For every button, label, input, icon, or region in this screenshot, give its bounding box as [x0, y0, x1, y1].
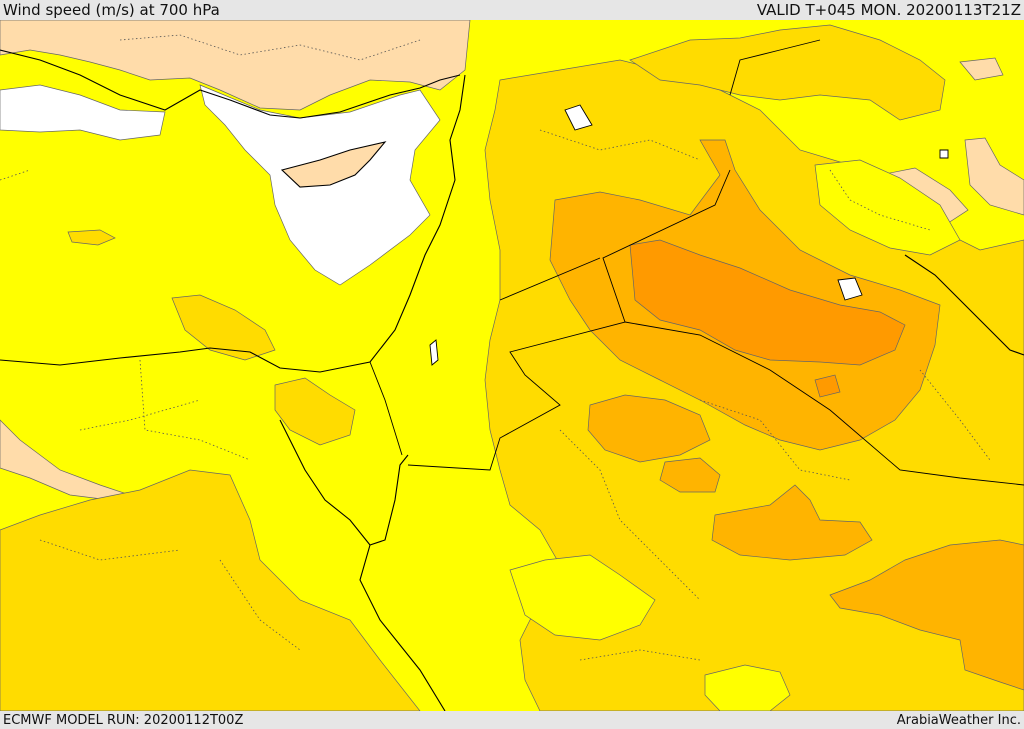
- field-strong-blob4: [829, 539, 1024, 691]
- coastline-gulf: [904, 254, 1024, 356]
- model-run: ECMWF MODEL RUN: 20200112T00Z: [3, 712, 244, 728]
- water-bodies: [429, 104, 949, 366]
- field-strong-blob2: [659, 457, 721, 493]
- field-fresh-med: [171, 294, 276, 361]
- footer-bar: ECMWF MODEL RUN: 20200112T00Z ArabiaWeat…: [0, 711, 1024, 729]
- field-strong-blob1: [587, 394, 711, 463]
- field-very-strong-core: [629, 239, 906, 366]
- header-bar: Wind speed (m/s) at 700 hPa VALID T+045 …: [0, 0, 1024, 20]
- field-fresh-med-blob: [67, 229, 116, 246]
- map-canvas: [0, 20, 1024, 711]
- field-fresh-sinai: [274, 377, 356, 446]
- valid-time: VALID T+045 MON. 20200113T21Z: [756, 1, 1021, 19]
- field-moderate-saudi: [509, 554, 656, 641]
- field-light-turkey: [0, 20, 471, 111]
- coastline-levant: [0, 74, 466, 373]
- credit: ArabiaWeather Inc.: [896, 712, 1021, 728]
- country-borders: [369, 39, 1024, 486]
- field-strong-blob3: [711, 484, 873, 561]
- field-calm-aegean: [0, 84, 166, 141]
- field-light-ne2: [959, 57, 1004, 81]
- coastline-red-sea: [279, 419, 446, 711]
- map-title: Wind speed (m/s) at 700 hPa: [3, 1, 220, 19]
- field-moderate-south: [704, 664, 791, 711]
- field-moderate-iran: [814, 159, 961, 256]
- coastline-cyprus: [280, 141, 387, 188]
- field-fresh-north: [629, 24, 946, 121]
- field-very-strong-blob: [814, 374, 841, 398]
- coastline-turkey: [0, 49, 461, 119]
- field-fresh-egypt: [0, 469, 421, 711]
- field-light-iran2: [964, 137, 1024, 216]
- wind-map[interactable]: [0, 20, 1024, 711]
- province-boundaries: [0, 34, 991, 661]
